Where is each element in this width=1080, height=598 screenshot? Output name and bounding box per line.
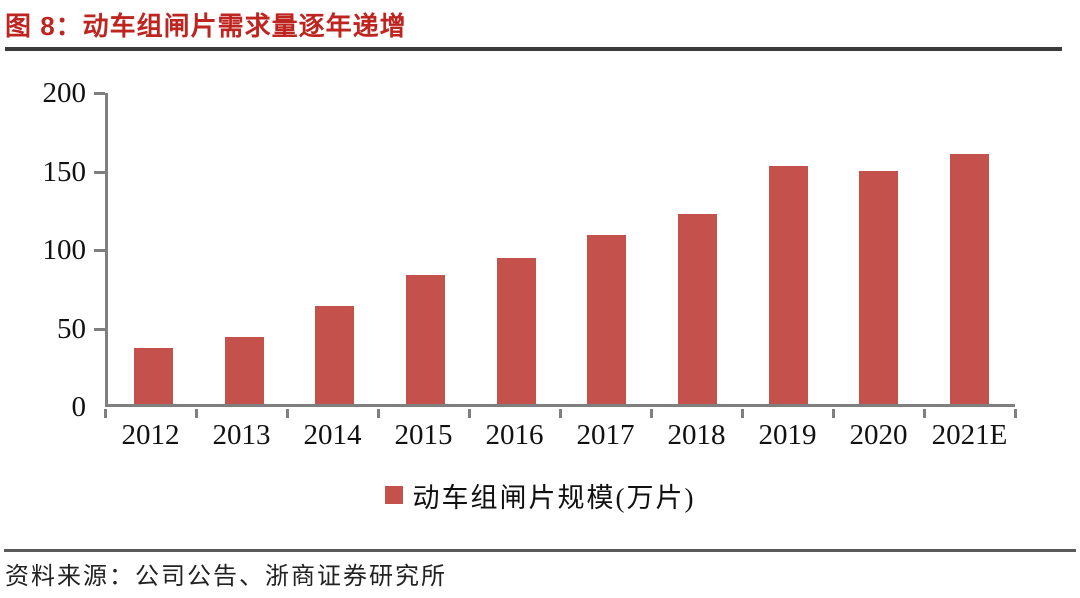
bar-slot-2021E <box>924 93 1015 404</box>
bar-2018 <box>678 214 718 404</box>
x-tick-mark-9 <box>923 409 926 418</box>
x-tick-label-2018: 2018 <box>667 419 726 451</box>
x-tick-label-2020: 2020 <box>849 419 908 451</box>
y-tick-mark-50 <box>94 327 105 331</box>
x-tick-label-2019: 2019 <box>758 419 817 451</box>
bar-slot-2019 <box>743 93 834 404</box>
figure-title: 图 8：动车组闸片需求量逐年递增 <box>5 11 407 41</box>
y-tick-label-0: 0 <box>71 391 87 423</box>
bar-2019 <box>768 166 808 404</box>
x-tick-mark-10 <box>1014 409 1017 418</box>
bar-slot-2014 <box>289 93 380 404</box>
x-tick-label-2014: 2014 <box>303 419 362 451</box>
y-tick-label-200: 200 <box>42 77 87 109</box>
y-tick-label-150: 150 <box>42 155 87 188</box>
bar-2013 <box>224 337 264 404</box>
legend-label: 动车组闸片规模(万片) <box>412 482 696 513</box>
bar-slot-2013 <box>199 93 290 404</box>
title-separator-line <box>5 47 1062 51</box>
bar-slot-2015 <box>380 93 471 404</box>
bar-slot-2020 <box>834 93 925 404</box>
bar-2012 <box>133 348 173 404</box>
x-tick-label-2016: 2016 <box>485 419 544 451</box>
x-axis-labels: 2012 2013 2014 2015 2016 2017 2018 2019 2020 2021… <box>105 419 1015 452</box>
y-tick-mark-100 <box>94 249 105 252</box>
bar-slot-2017 <box>562 93 653 404</box>
x-tick-mark-0 <box>104 409 107 418</box>
x-tick-label-2021E: 2021E <box>931 419 1008 451</box>
x-tick-mark-7 <box>741 409 744 418</box>
x-tick-mark-6 <box>650 409 653 418</box>
footer-separator-line <box>4 549 1076 552</box>
chart-legend: 动车组闸片规模(万片) <box>0 479 1080 513</box>
x-tick-mark-1 <box>195 409 198 418</box>
y-tick-label-100: 100 <box>42 234 87 266</box>
y-tick-mark-200 <box>94 92 105 95</box>
bar-slot-2012 <box>108 93 199 404</box>
bar-slot-2016 <box>471 93 562 404</box>
bar-slot-2018 <box>652 93 743 404</box>
y-tick-label-50: 50 <box>57 312 86 345</box>
x-tick-mark-2 <box>286 409 289 418</box>
legend-color-swatch <box>384 486 403 504</box>
y-tick-mark-150 <box>94 170 105 174</box>
source-note: 资料来源：公司公告、浙商证券研究所 <box>5 564 447 590</box>
x-tick-mark-4 <box>468 409 471 418</box>
bar-2021E <box>950 153 990 404</box>
bar-2017 <box>587 234 627 404</box>
x-tick-label-2015: 2015 <box>394 419 453 451</box>
x-tick-mark-8 <box>832 409 835 418</box>
bar-2020 <box>859 170 899 404</box>
bar-2015 <box>405 274 445 404</box>
bar-2016 <box>496 257 536 404</box>
x-tick-label-2012: 2012 <box>121 419 180 451</box>
x-tick-mark-3 <box>377 409 380 418</box>
bar-chart-plot-area <box>105 93 1015 407</box>
x-tick-mark-5 <box>559 409 562 418</box>
bar-2014 <box>315 306 355 404</box>
x-tick-label-2017: 2017 <box>576 419 635 451</box>
x-tick-label-2013: 2013 <box>212 419 271 451</box>
